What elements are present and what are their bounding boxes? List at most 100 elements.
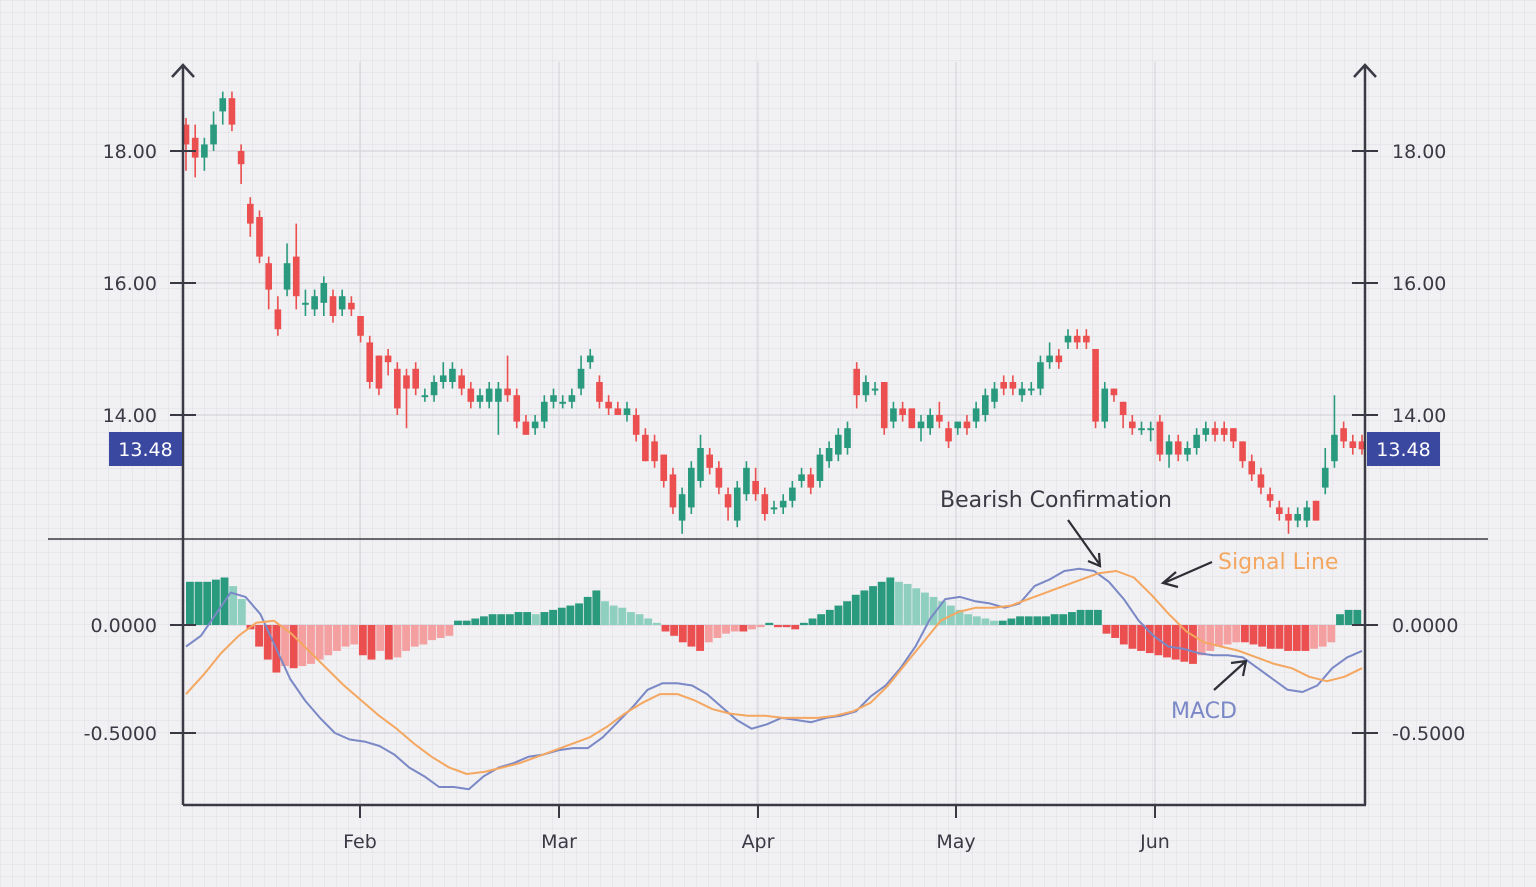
- histogram-bar: [1163, 625, 1171, 658]
- candle-body: [568, 395, 576, 402]
- histogram-bar: [350, 625, 359, 645]
- histogram-bar: [765, 622, 774, 625]
- candle: [614, 401, 622, 415]
- candle: [899, 401, 906, 422]
- candle: [1037, 355, 1044, 396]
- histogram-bar: [1215, 625, 1223, 647]
- candle-body: [596, 382, 603, 402]
- candle-body: [743, 467, 750, 495]
- histogram-bar: [333, 625, 341, 651]
- candlesticks: [182, 91, 1366, 534]
- histogram-bar: [1336, 614, 1344, 625]
- candle: [1055, 349, 1063, 369]
- candle-body: [1193, 434, 1200, 448]
- candle-body: [752, 481, 759, 495]
- histogram-bar: [557, 607, 566, 625]
- y-tick-label-left: 18.00: [103, 141, 157, 163]
- histogram-bar: [531, 614, 540, 625]
- candle-body: [559, 401, 566, 404]
- histogram-bar: [670, 625, 679, 636]
- candle-body: [1266, 494, 1274, 501]
- candle-body: [283, 263, 291, 290]
- candle: [430, 375, 438, 402]
- candle: [531, 415, 539, 435]
- candle-body: [1321, 467, 1329, 488]
- histogram-bar: [635, 614, 644, 625]
- candle-body: [1174, 441, 1182, 455]
- candle-body: [908, 408, 916, 429]
- histogram-bar: [756, 625, 765, 628]
- histogram-bar: [834, 605, 843, 625]
- histogram-bar: [583, 596, 592, 625]
- histogram-bar: [186, 581, 194, 625]
- candle: [476, 388, 484, 409]
- candle-body: [623, 408, 631, 415]
- candle: [1009, 375, 1017, 396]
- histogram-bar: [480, 616, 488, 625]
- candle-body: [430, 382, 438, 396]
- candle: [688, 461, 695, 514]
- candle-body: [1211, 428, 1219, 435]
- candle: [623, 401, 631, 422]
- histogram-bar: [454, 620, 462, 625]
- histogram-bar: [315, 625, 324, 660]
- candle: [182, 118, 190, 171]
- candle: [853, 362, 860, 409]
- candle-body: [733, 487, 741, 521]
- candle-body: [917, 421, 925, 429]
- histogram-bar: [410, 625, 419, 647]
- arrow-signal-icon: [1160, 560, 1213, 589]
- candle-body: [991, 388, 998, 402]
- candle-body: [357, 316, 364, 336]
- candle-body: [1027, 388, 1035, 391]
- candle-body: [541, 401, 548, 422]
- histogram-bar: [938, 601, 947, 625]
- candle-body: [228, 98, 236, 125]
- candle-body: [586, 355, 594, 363]
- candle-body: [963, 421, 971, 429]
- histogram-bar: [1266, 625, 1275, 649]
- candle: [1331, 395, 1338, 468]
- candle-body: [1248, 461, 1256, 475]
- histogram-bar: [367, 625, 376, 660]
- candle-body: [247, 203, 254, 224]
- candle: [586, 349, 594, 369]
- histogram-bar: [194, 581, 203, 625]
- candle-body: [1083, 335, 1090, 343]
- histogram-bar: [505, 614, 514, 625]
- candle: [733, 481, 741, 528]
- histogram-bar: [1232, 625, 1241, 643]
- candle: [1303, 500, 1311, 528]
- candle: [1184, 441, 1191, 462]
- histogram-bar: [1180, 625, 1189, 662]
- candle: [761, 487, 769, 521]
- x-tick-label: Feb: [343, 831, 377, 853]
- candle: [1294, 507, 1301, 528]
- candle: [1027, 382, 1035, 396]
- annotation-bearish-confirmation: Bearish Confirmation: [940, 488, 1172, 513]
- histogram-bar: [748, 625, 756, 630]
- histogram-bar: [1059, 614, 1068, 625]
- left-axis-arrow-icon: [171, 63, 195, 78]
- candle: [357, 316, 364, 343]
- macd-tick-label-right: 0.0000: [1392, 615, 1458, 637]
- histogram-bar: [523, 612, 532, 625]
- histogram-bar: [972, 616, 981, 625]
- histogram-bar: [1327, 625, 1336, 643]
- candle-body: [706, 454, 713, 468]
- candle: [1101, 382, 1109, 429]
- candle: [329, 289, 337, 323]
- candle: [485, 382, 493, 409]
- macd-tick-label-right: -0.5000: [1392, 723, 1465, 745]
- candle-body: [779, 500, 787, 508]
- candle: [660, 454, 668, 488]
- candle-body: [513, 395, 521, 422]
- histogram-bar: [1050, 614, 1059, 625]
- candle: [1156, 415, 1164, 462]
- histogram-bar: [1085, 609, 1094, 625]
- candle: [1276, 500, 1283, 521]
- candle-body: [182, 124, 190, 145]
- histogram-bar: [1145, 625, 1154, 654]
- candle-body: [890, 408, 897, 422]
